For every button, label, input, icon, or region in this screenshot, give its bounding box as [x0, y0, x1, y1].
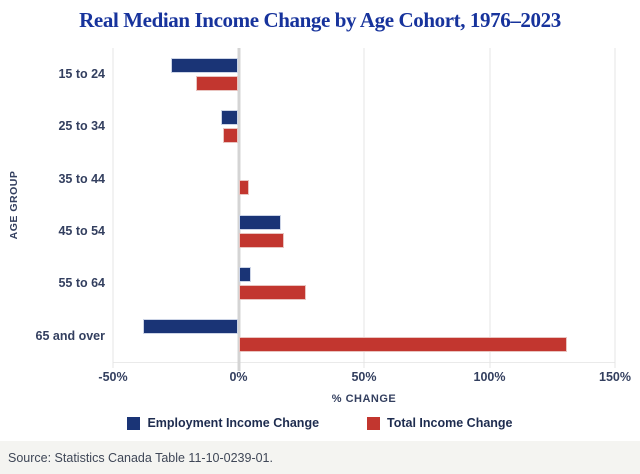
x-axis-ticks: -50% 0% 50% 100% 150%: [98, 370, 631, 386]
chart-title: Real Median Income Change by Age Cohort,…: [79, 8, 561, 32]
legend-item-employment: Employment Income Change: [127, 416, 319, 430]
y-axis-title: AGE GROUP: [8, 170, 20, 240]
category-label: 45 to 54: [58, 224, 105, 239]
x-tick-label: 50%: [351, 370, 377, 384]
legend-item-total: Total Income Change: [367, 416, 513, 430]
category-label: 65 and over: [35, 328, 105, 343]
bar-employment: [238, 214, 282, 230]
plot-area: [112, 48, 616, 371]
legend-swatch-icon: [367, 416, 381, 430]
bar-total: [195, 75, 239, 91]
category-label: 35 to 44: [58, 171, 105, 186]
bar-total: [238, 232, 284, 248]
legend-label: Employment Income Change: [147, 416, 320, 430]
x-axis-title: % CHANGE: [331, 393, 397, 405]
zero-gridline: [237, 48, 240, 371]
category-labels: 15 to 24 25 to 34 35 to 44 45 to 54 55 to 64…: [22, 48, 105, 362]
x-tick-label: -50%: [98, 370, 128, 384]
gridline: [489, 48, 490, 368]
bar-employment: [238, 267, 252, 282]
category-label: 15 to 24: [58, 67, 105, 82]
legend-swatch-icon: [127, 416, 141, 430]
gridline: [112, 48, 114, 368]
bar-employment: [220, 110, 239, 125]
category-label: 25 to 34: [58, 119, 105, 134]
category-label: 55 to 64: [58, 276, 105, 291]
x-tick-label: 150%: [599, 370, 631, 384]
source-text: Source: Statistics Canada Table 11-10-02…: [8, 450, 273, 465]
gridline: [614, 48, 616, 368]
footer: Source: Statistics Canada Table 11-10-02…: [0, 441, 640, 474]
bar-employment: [143, 319, 239, 335]
bar-total: [238, 180, 249, 196]
bar-total: [223, 128, 239, 143]
bar-total: [238, 285, 307, 300]
bar-employment: [170, 57, 239, 73]
bar-total: [238, 337, 568, 353]
legend: Employment Income Change Total Income Cha…: [0, 416, 640, 430]
gridline: [363, 48, 365, 368]
x-tick-label: 100%: [473, 370, 506, 384]
legend-label: Total Income Change: [387, 416, 513, 430]
x-tick-label: 0%: [229, 370, 248, 384]
